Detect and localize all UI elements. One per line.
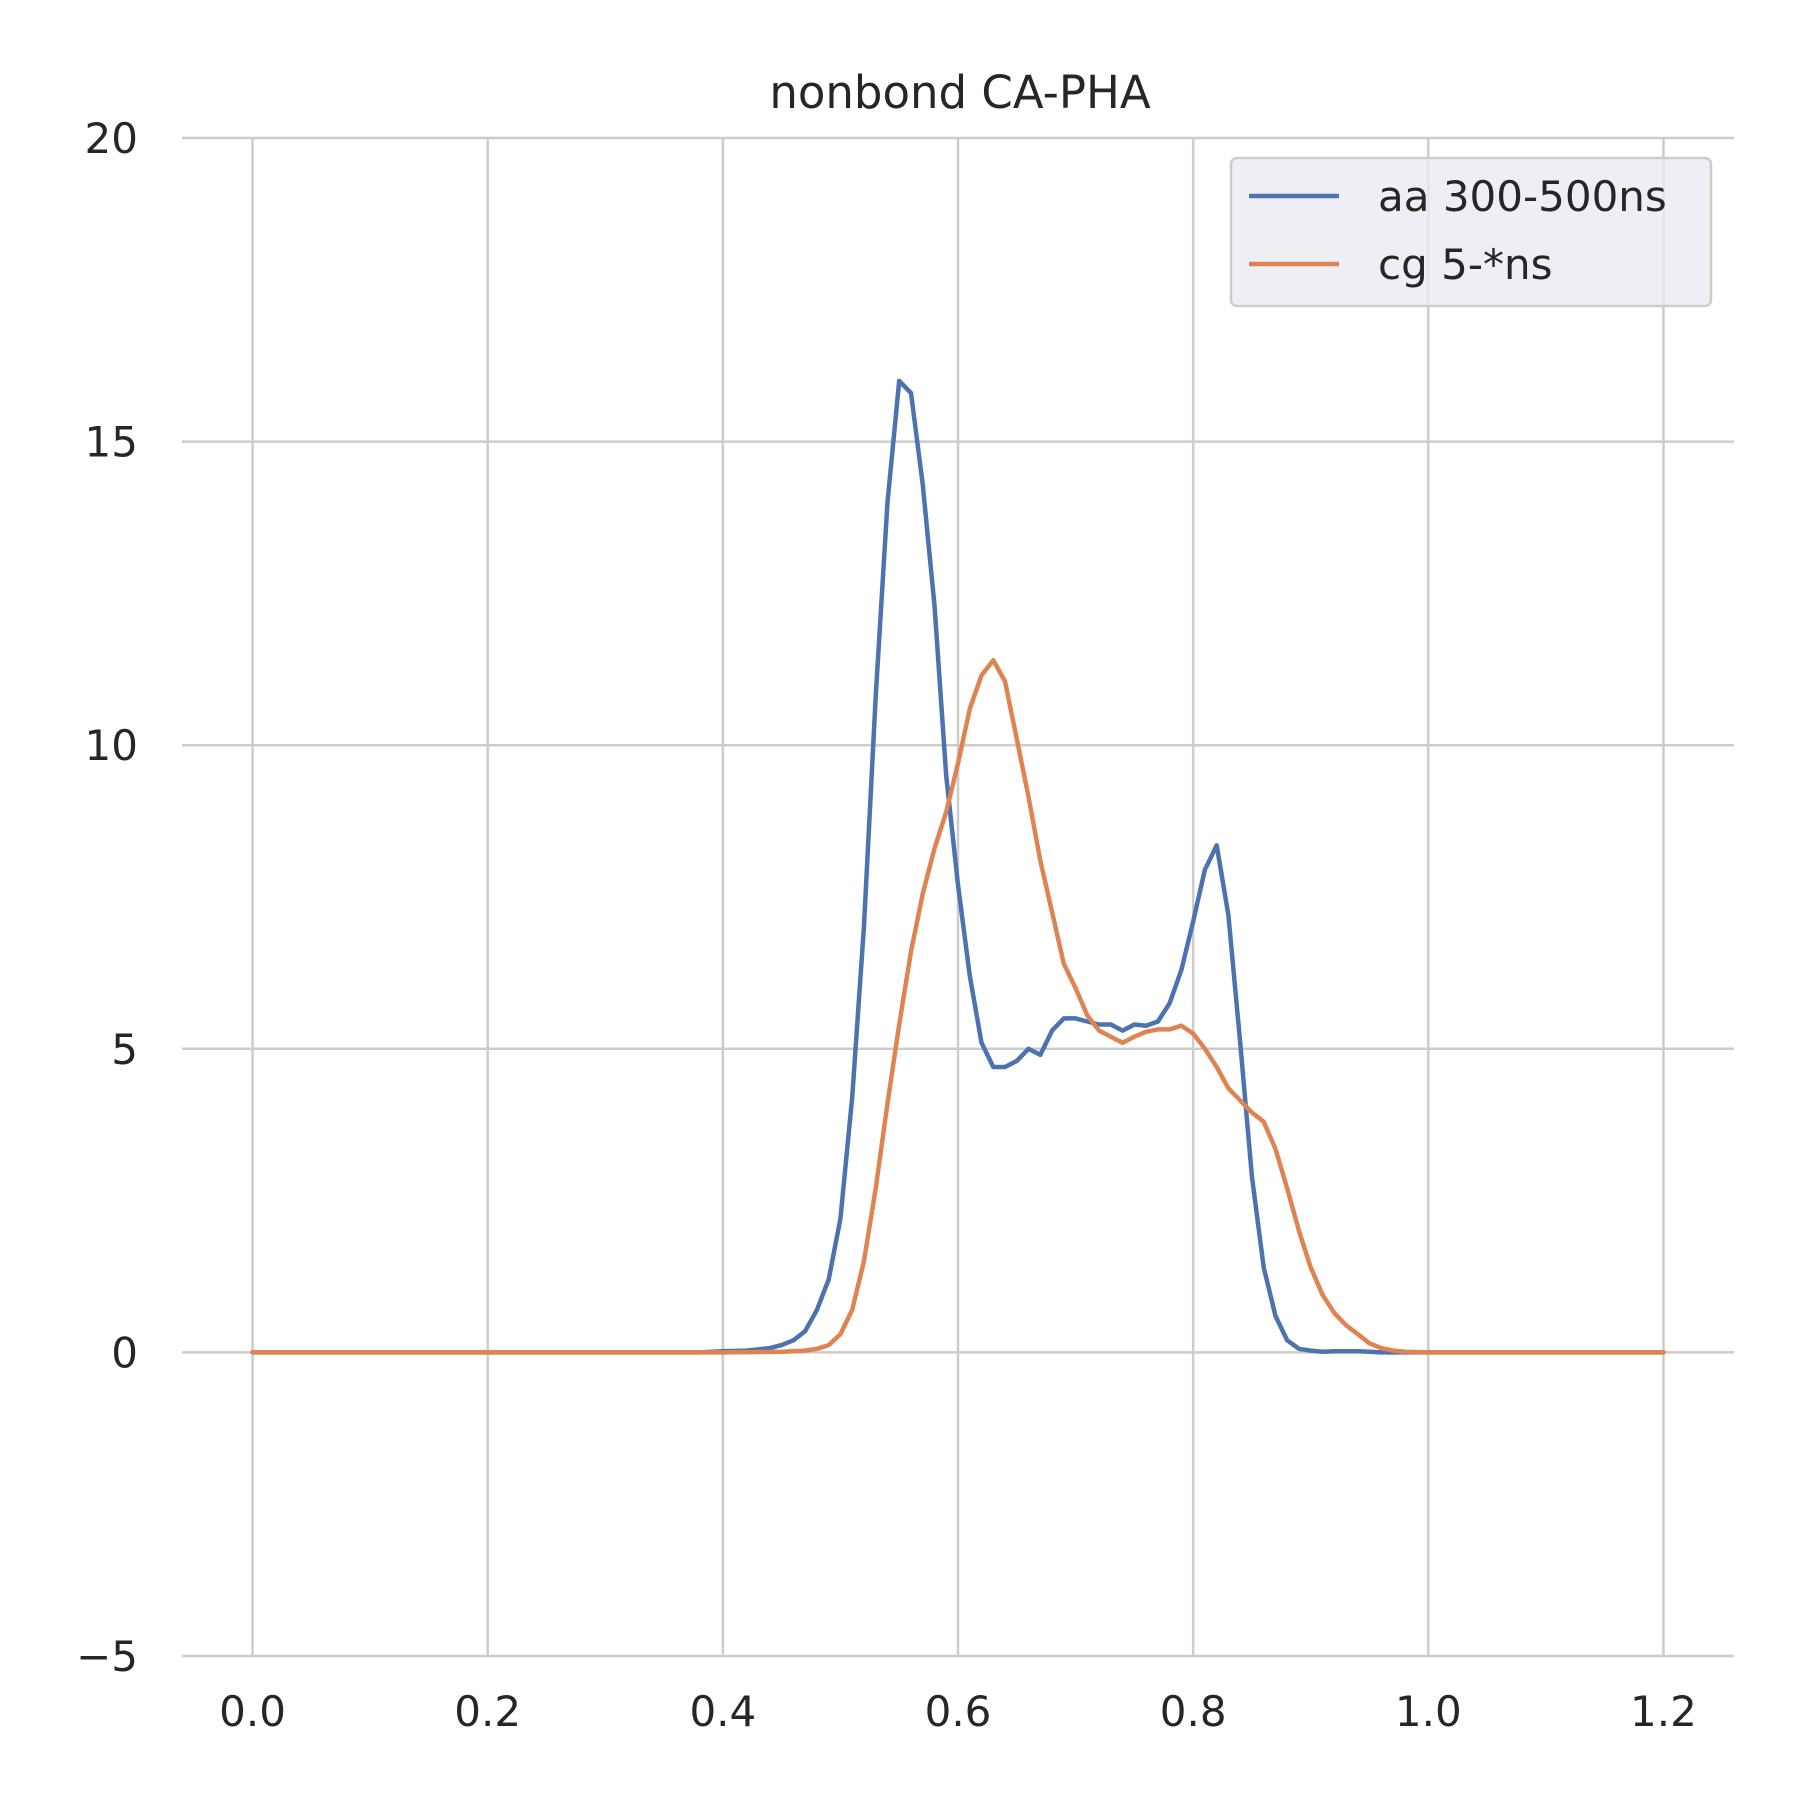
- grid-lines: [182, 136, 1734, 1658]
- x-tick-label: 0.8: [1160, 1687, 1227, 1736]
- x-tick-label: 0.4: [689, 1687, 756, 1736]
- tick-labels: 0.0 0.2 0.4 0.6 0.8 1.0 1.2 −5 0 5 10 15 20: [76, 114, 1697, 1736]
- legend-label-cg: cg 5-*ns: [1378, 240, 1552, 289]
- y-tick-label: 15: [85, 418, 138, 467]
- y-tick-label: 5: [111, 1025, 138, 1074]
- x-tick-label: 0.6: [925, 1687, 992, 1736]
- series-line-0: [250, 378, 1666, 1355]
- y-tick-label: 0: [111, 1328, 138, 1377]
- x-tick-label: 1.2: [1630, 1687, 1697, 1736]
- legend: aa 300-500ns cg 5-*ns: [1229, 156, 1713, 308]
- x-tick-label: 0.2: [454, 1687, 521, 1736]
- legend-label-aa: aa 300-500ns: [1378, 172, 1667, 221]
- y-tick-label: 20: [85, 114, 138, 163]
- legend-box: [1229, 156, 1713, 308]
- y-tick-label: −5: [76, 1632, 138, 1681]
- series-line-1: [250, 657, 1666, 1355]
- y-tick-label: 10: [85, 721, 138, 770]
- x-tick-label: 0.0: [219, 1687, 286, 1736]
- series-lines: [250, 378, 1666, 1355]
- x-tick-label: 1.0: [1395, 1687, 1462, 1736]
- chart-title: nonbond CA-PHA: [769, 66, 1150, 119]
